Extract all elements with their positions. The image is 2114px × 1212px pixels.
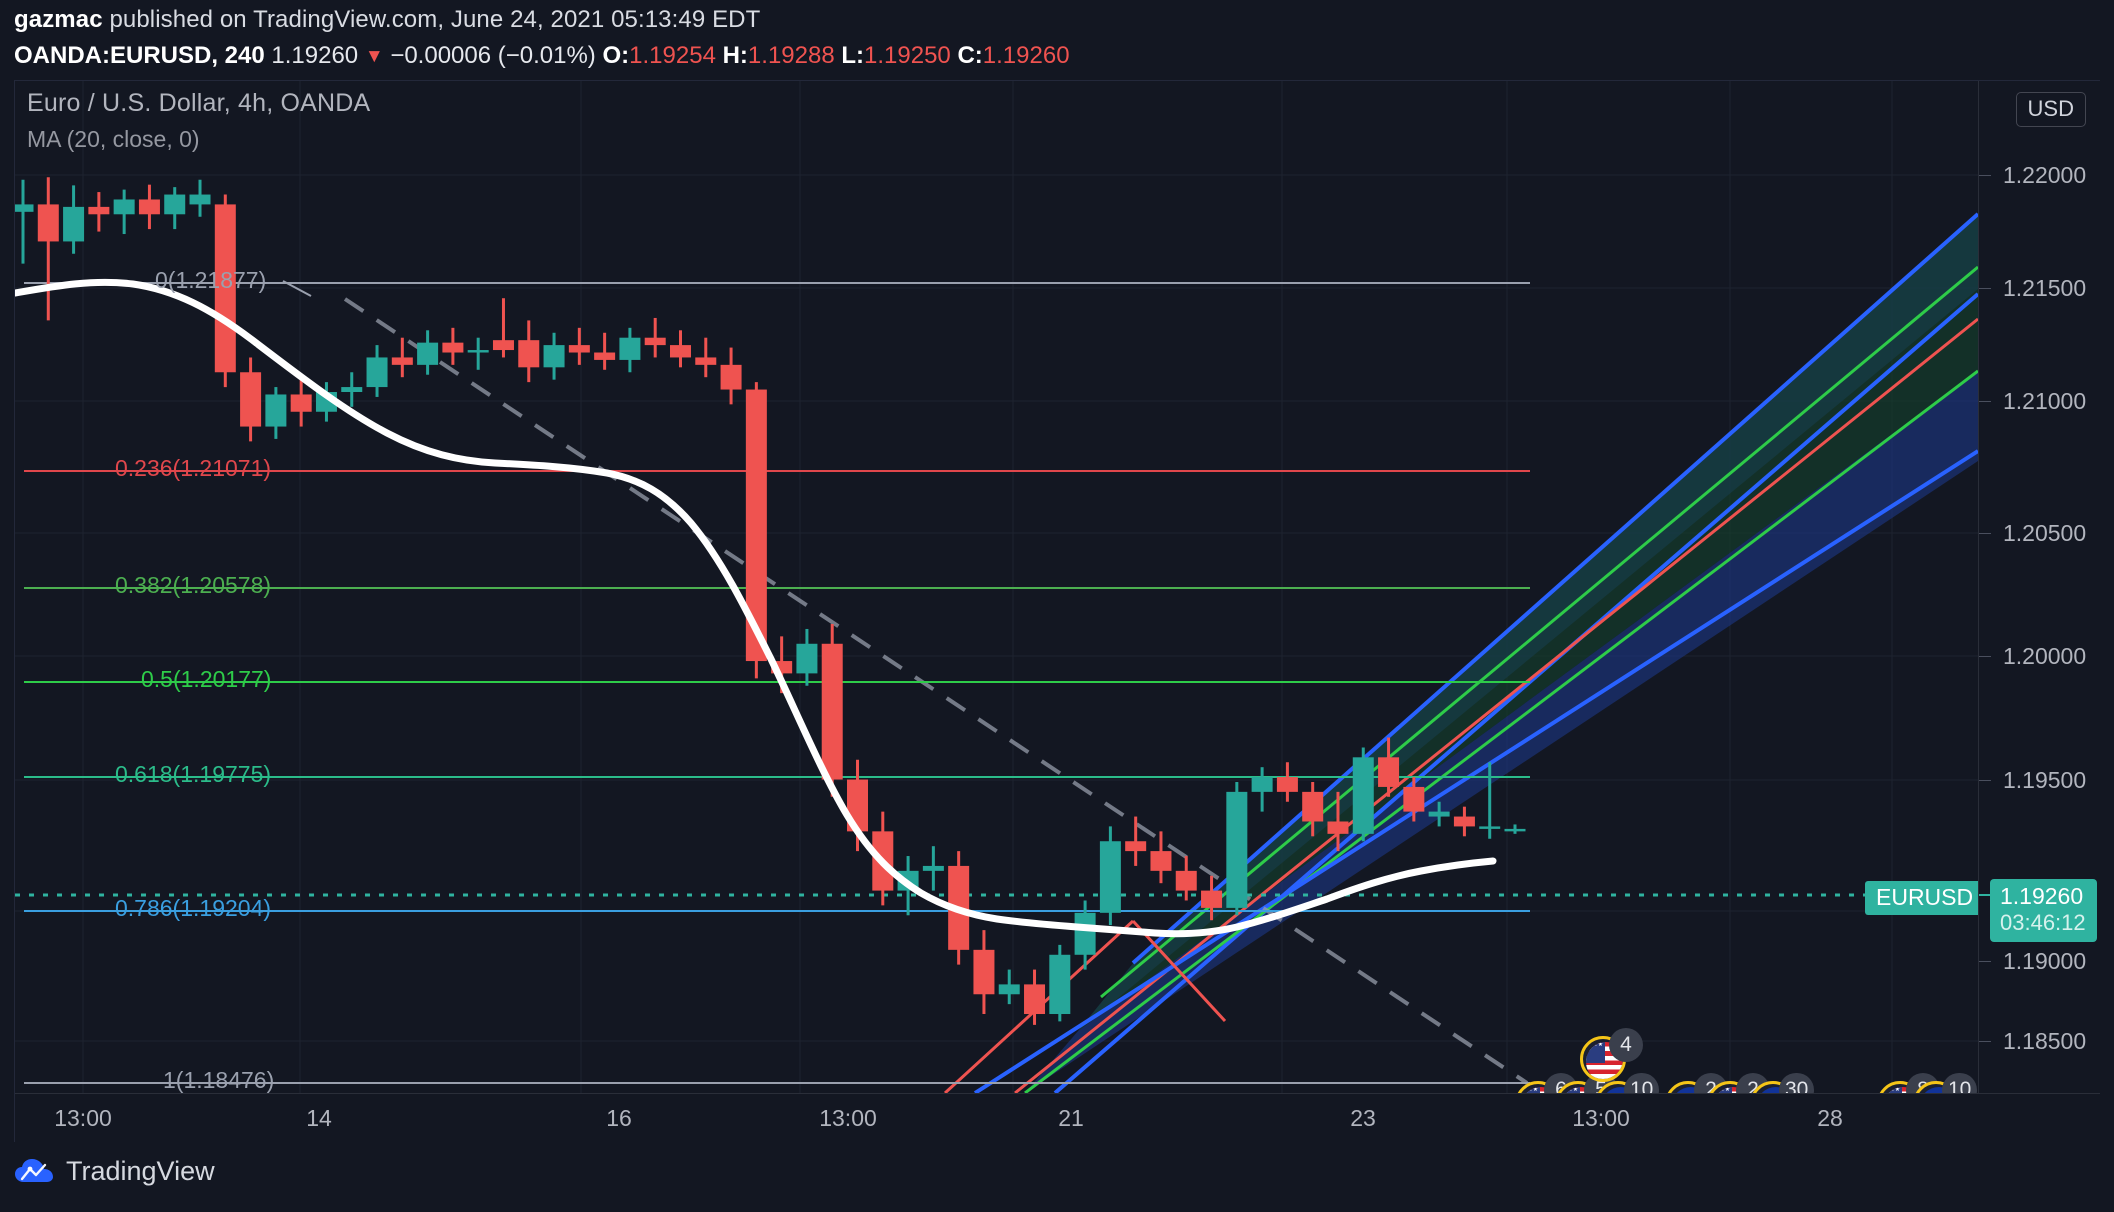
price-axis[interactable]: USD 1.22000 1.21500 1.21000 1.20500 1.20…: [1978, 81, 2100, 1093]
candlestick-chart-svg: [15, 81, 1978, 1093]
price-tick: [1979, 780, 1991, 781]
ma-20-line: [15, 278, 1497, 938]
publisher-line: gazmac published on TradingView.com, Jun…: [14, 6, 2100, 34]
fib-lines: [24, 282, 1530, 1084]
bar-countdown: 03:46:12: [2000, 910, 2086, 935]
price-label: 1.20000: [2003, 643, 2087, 669]
time-label: 13:00: [819, 1105, 877, 1131]
candle-series: [15, 177, 1526, 1025]
current-price-tick: [1979, 894, 1991, 896]
price-tick: [1979, 961, 1991, 962]
tradingview-cloud-logo: [14, 1156, 54, 1186]
fib-label-5: 0.5(1.20177): [141, 666, 272, 692]
fib-label-382: 0.382(1.20578): [115, 572, 272, 598]
time-label: 21: [1058, 1105, 1084, 1131]
price-tick: [1979, 656, 1991, 657]
price-tick: [1979, 401, 1991, 402]
price-label: 1.18500: [2003, 1028, 2087, 1054]
down-triangle-icon: ▼: [364, 46, 384, 67]
tradingview-logo-icon: [15, 1159, 53, 1182]
price-label: 1.21500: [2003, 275, 2087, 301]
fib-label-786: 0.786(1.19204): [115, 895, 272, 921]
price-label: 1.19000: [2003, 948, 2087, 974]
current-price-badge[interactable]: 1.19260 03:46:12: [1990, 879, 2097, 942]
price-change: −0.00006 (−0.01%): [390, 42, 596, 69]
plot-area[interactable]: Euro / U.S. Dollar, 4h, OANDA MA (20, cl…: [15, 81, 1978, 1093]
last-price: 1.19260: [271, 42, 359, 69]
price-label: 1.21000: [2003, 388, 2087, 414]
low-value: 1.19250: [864, 42, 951, 69]
time-label: 23: [1350, 1105, 1376, 1131]
time-label: 16: [606, 1105, 632, 1131]
close-value: 1.19260: [982, 42, 1070, 69]
current-price-value: 1.19260: [2000, 883, 2084, 909]
price-label: 1.19500: [2003, 767, 2087, 793]
fib-label-236: 0.236(1.21071): [115, 455, 272, 481]
quote-line: OANDA:EURUSD, 240 1.19260 ▼ −0.00006 (−0…: [14, 42, 2100, 70]
price-tick: [1979, 288, 1991, 289]
price-tick: [1979, 175, 1991, 176]
price-label: 1.22000: [2003, 162, 2087, 188]
time-label: 13:00: [1572, 1105, 1630, 1131]
symbol-price-tag: EURUSD: [1865, 881, 1978, 915]
high-value: 1.19288: [747, 42, 835, 69]
price-label: 1.20500: [2003, 520, 2087, 546]
time-label: 28: [1817, 1105, 1843, 1131]
close-key: C:: [957, 42, 983, 69]
time-label: 13:00: [54, 1105, 112, 1131]
price-tick: [1979, 533, 1991, 534]
tradingview-brand: TradingView: [66, 1155, 215, 1186]
open-key: O:: [602, 42, 630, 69]
fib-label-0: 0(1.21877): [155, 267, 267, 293]
published-text: published on TradingView.com, June 24, 2…: [109, 6, 761, 33]
fib-label-618: 0.618(1.19775): [115, 761, 272, 787]
symbol-label: OANDA:EURUSD, 240: [14, 42, 265, 69]
open-value: 1.19254: [629, 42, 716, 69]
ascending-channel: [973, 212, 1978, 1093]
currency-badge[interactable]: USD: [2015, 92, 2086, 127]
high-key: H:: [722, 42, 748, 69]
time-axis[interactable]: 13:00 14 16 13:00 21 23 13:00 28: [15, 1093, 2100, 1142]
low-key: L:: [841, 42, 865, 69]
descending-trendline: [343, 297, 1529, 1085]
chart-frame: Euro / U.S. Dollar, 4h, OANDA MA (20, cl…: [14, 80, 2100, 1142]
footer: TradingView: [14, 1148, 215, 1194]
author-name: gazmac: [14, 6, 103, 33]
publisher-header: gazmac published on TradingView.com, Jun…: [0, 0, 2114, 72]
time-label: 14: [306, 1105, 332, 1131]
fib-label-1: 1(1.18476): [163, 1067, 275, 1093]
price-tick: [1979, 1041, 1991, 1042]
